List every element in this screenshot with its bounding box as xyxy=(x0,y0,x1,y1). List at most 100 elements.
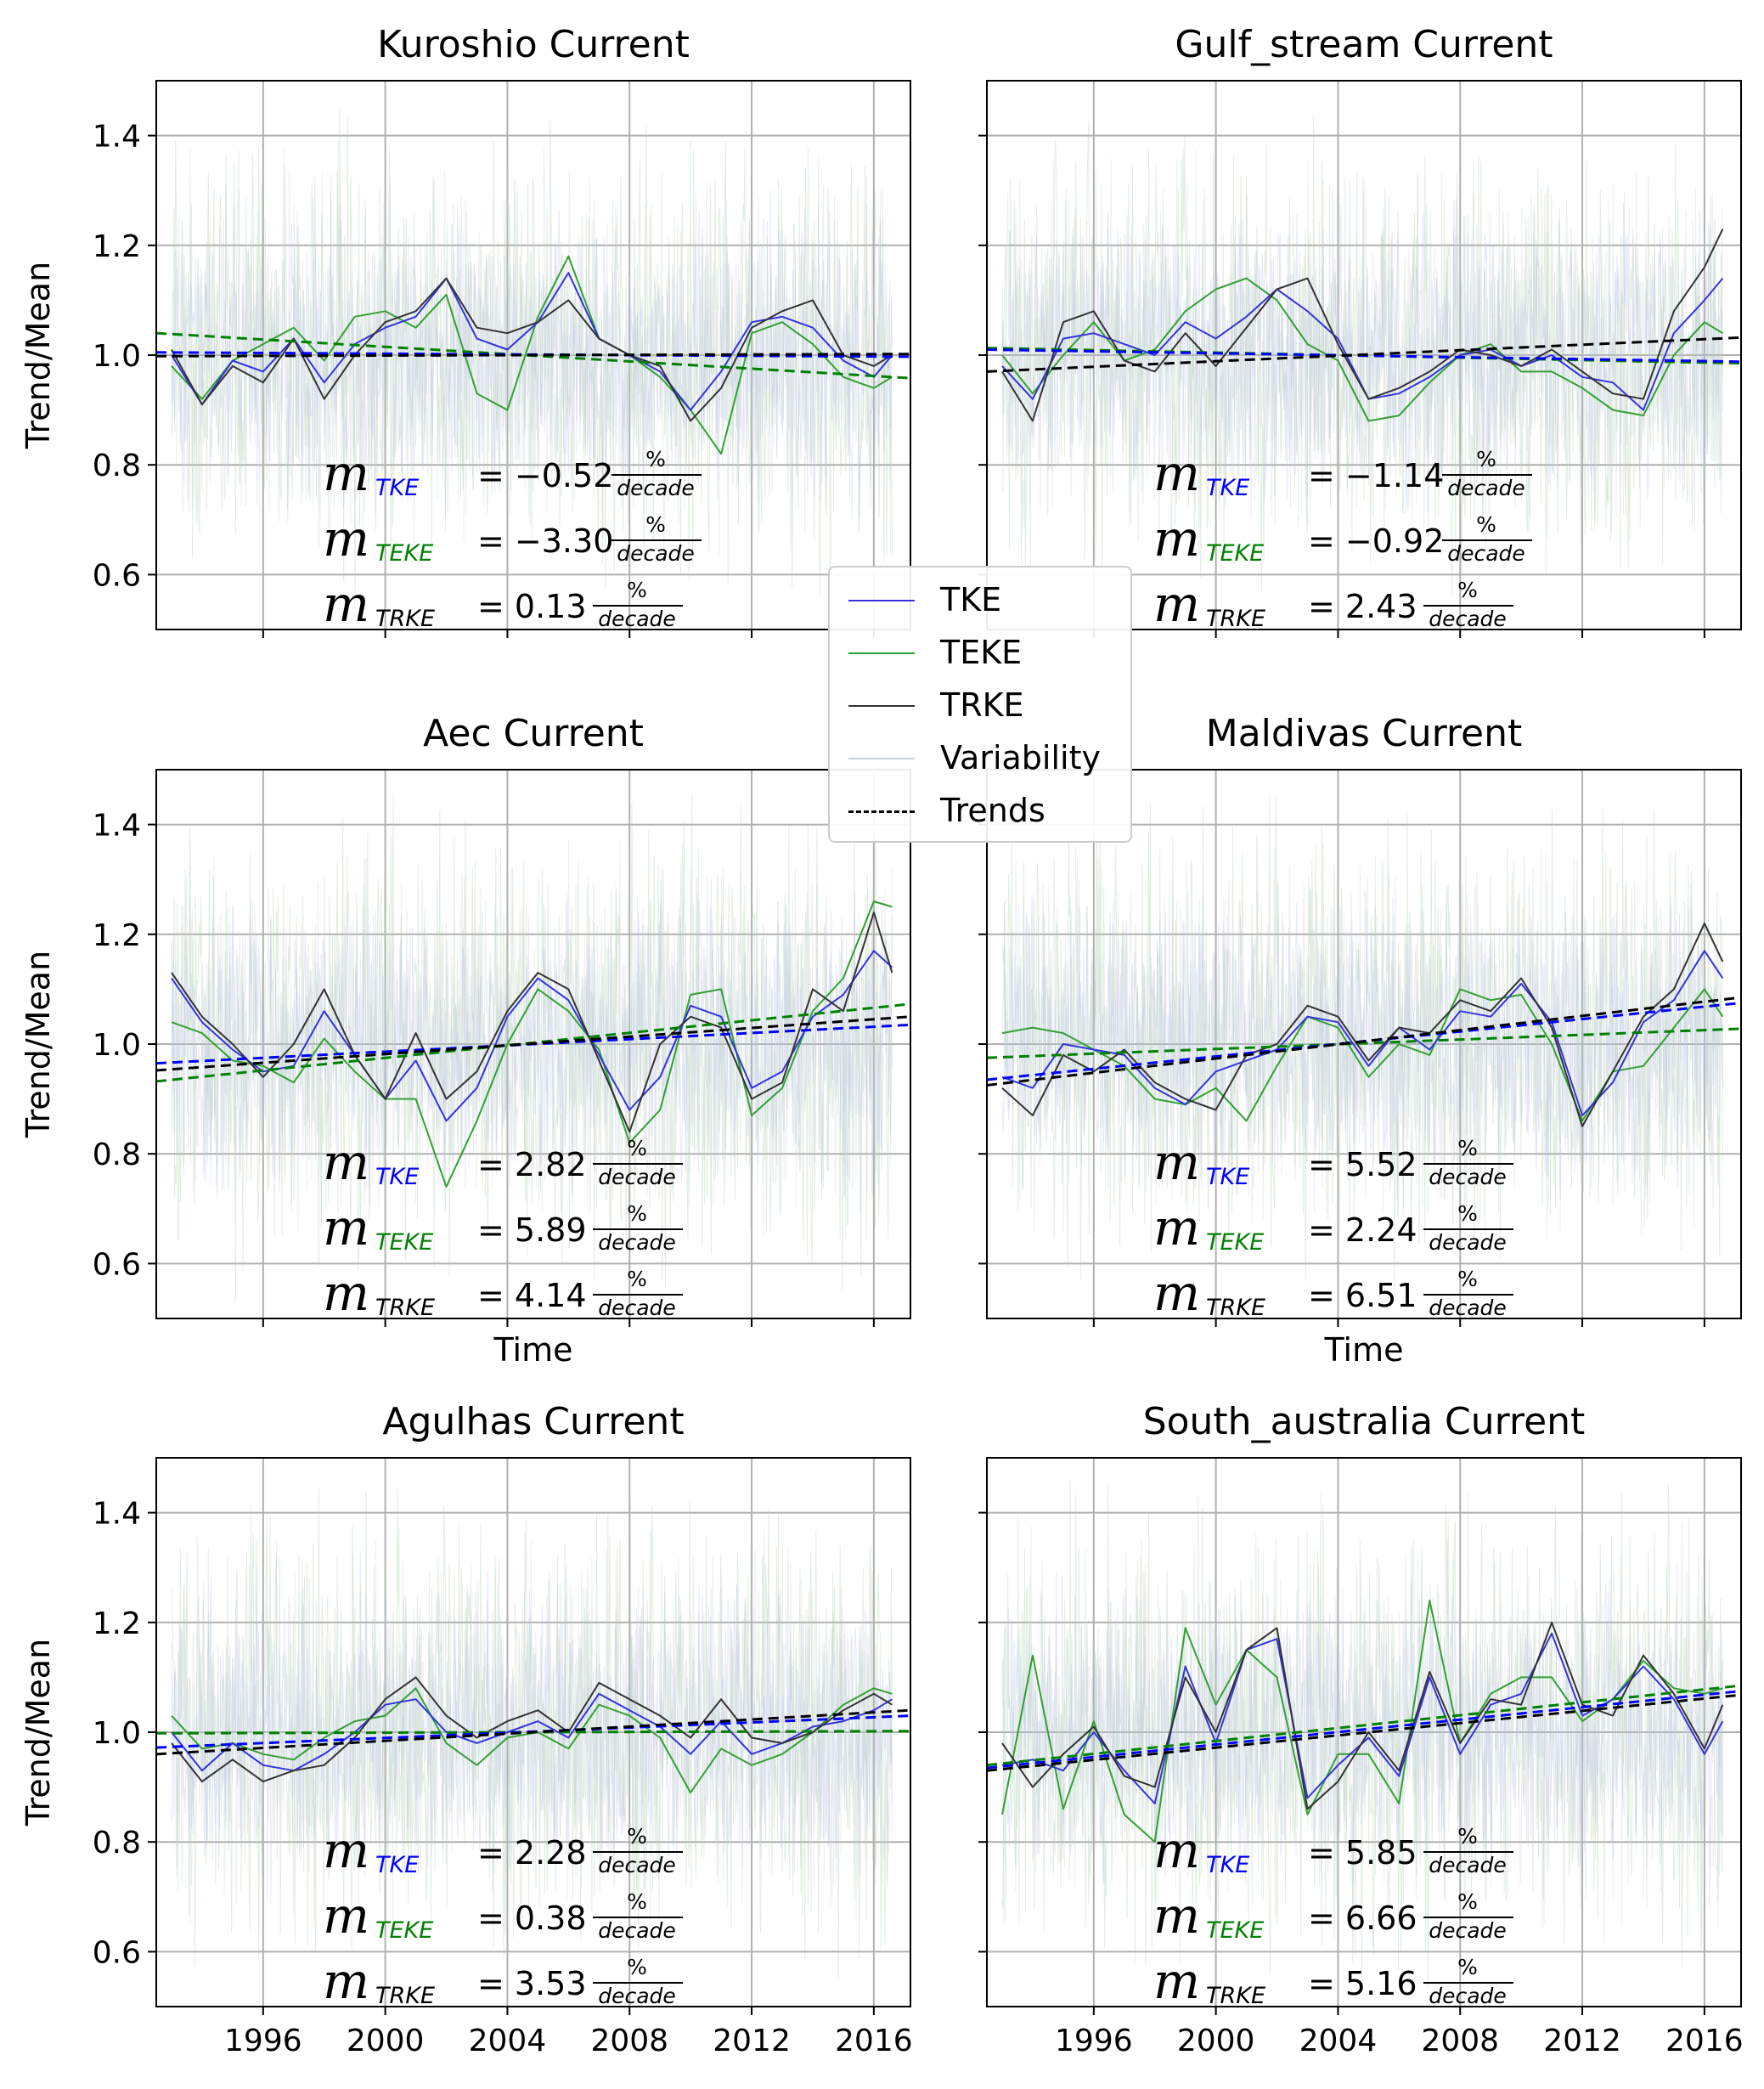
slope-symbol: m xyxy=(1153,444,1200,502)
slope-symbol: m xyxy=(323,1821,369,1879)
variability-teke xyxy=(1001,797,1723,1296)
slope-symbol: m xyxy=(1153,1821,1200,1879)
x-tick-label: 2016 xyxy=(835,2024,913,2058)
slope-symbol: m xyxy=(1153,1264,1200,1322)
panel-title: Agulhas Current xyxy=(382,1400,684,1443)
slope-value: = 2.24 xyxy=(1308,1211,1417,1249)
panel-5: 0.6 0.8 1.0 1.2 1.4 1996 2000 2004 2008 2012 2016 A… xyxy=(20,1400,913,2058)
trend-teke-line xyxy=(987,1027,1741,1059)
unit-denominator: decade xyxy=(1429,1296,1507,1320)
slope-value: = 5.16 xyxy=(1308,1965,1417,2002)
slope-annotation-trke: m TRKE = 6.51 % decade xyxy=(1153,1264,1513,1322)
x-tick-label: 2012 xyxy=(713,2024,791,2058)
variability-trke xyxy=(171,1525,893,1936)
x-tick-label: 2012 xyxy=(1543,2024,1621,2058)
slope-value: = 5.52 xyxy=(1308,1146,1417,1183)
trend-tke-line xyxy=(987,1690,1741,1770)
legend-entry-teke: TEKE xyxy=(830,629,1130,680)
slope-annotation-teke: m TEKE = −3.30 % decade xyxy=(323,510,702,567)
series-teke-line xyxy=(171,901,893,1188)
unit-denominator: decade xyxy=(1429,1984,1507,2008)
series-trke-line xyxy=(1001,228,1724,422)
unit-denominator: decade xyxy=(1447,476,1525,500)
slope-value: = 2.82 xyxy=(477,1146,587,1183)
unit-numerator: % xyxy=(1457,1889,1478,1914)
x-axis-label: Time xyxy=(1324,1331,1404,1369)
slope-annotation-tke: m TKE = 5.85 % decade xyxy=(1153,1821,1513,1879)
unit-denominator: decade xyxy=(1429,1165,1507,1189)
panel-title: South_australia Current xyxy=(1143,1400,1586,1443)
unit-denominator: decade xyxy=(1429,1918,1507,1943)
x-tick-label: 2008 xyxy=(590,2024,668,2058)
unit-numerator: % xyxy=(1457,1136,1478,1160)
trend-trke-line xyxy=(987,1693,1741,1772)
slope-annotation-tke: m TKE = 5.52 % decade xyxy=(1153,1133,1513,1191)
series-trke-line xyxy=(171,277,893,422)
slope-annotation-teke: m TEKE = 6.66 % decade xyxy=(1153,1887,1513,1945)
legend-entry-variability: Variability xyxy=(830,734,1130,785)
variability-trke xyxy=(1001,1522,1723,1937)
slope-symbol: m xyxy=(323,1133,369,1191)
y-tick-label: 1.2 xyxy=(93,229,141,264)
slope-value: = −3.30 xyxy=(477,522,613,560)
legend-entry-trends: Trends xyxy=(830,787,1130,838)
slope-symbol: m xyxy=(1153,1199,1200,1256)
slope-symbol: m xyxy=(1153,575,1200,633)
legend: TKE TEKE TRKE Variability Trends xyxy=(828,566,1132,843)
trend-trke-line xyxy=(987,336,1741,373)
slope-annotation-tke: m TKE = 2.28 % decade xyxy=(323,1821,683,1879)
legend-label-variability: Variability xyxy=(940,739,1101,776)
unit-numerator: % xyxy=(627,1136,647,1160)
unit-numerator: % xyxy=(1457,1201,1478,1226)
legend-swatch-trends xyxy=(848,810,915,813)
legend-entry-trke: TRKE xyxy=(830,681,1130,732)
unit-denominator: decade xyxy=(598,1984,676,2008)
trend-trke-line xyxy=(156,1708,910,1756)
slope-value: = 0.38 xyxy=(477,1900,587,1937)
x-tick-label: 2016 xyxy=(1665,2024,1744,2058)
x-tick-label: 2000 xyxy=(347,2024,425,2058)
y-axis-label: Trend/Mean xyxy=(20,951,57,1138)
unit-numerator: % xyxy=(627,1201,647,1226)
unit-numerator: % xyxy=(627,1955,647,1979)
y-tick-label: 0.8 xyxy=(93,1138,141,1172)
y-tick-label: 0.8 xyxy=(93,1826,141,1860)
x-tick-label: 2000 xyxy=(1177,2024,1255,2058)
x-tick-label: 2008 xyxy=(1421,2024,1499,2058)
unit-denominator: decade xyxy=(617,476,695,500)
slope-subscript: TEKE xyxy=(1206,1229,1264,1256)
variability-trke xyxy=(1001,150,1723,548)
y-tick-label: 1.2 xyxy=(93,1606,141,1641)
x-tick-label: 1996 xyxy=(224,2024,302,2058)
y-tick-label: 1.4 xyxy=(93,809,141,844)
legend-swatch-trke xyxy=(848,705,915,707)
slope-annotation-trke: m TRKE = 3.53 % decade xyxy=(323,1952,683,2010)
unit-numerator: % xyxy=(627,578,647,602)
slope-subscript: TKE xyxy=(1206,475,1249,501)
slope-value: = −1.14 xyxy=(1308,457,1444,494)
plot-area xyxy=(987,797,1741,1296)
slope-symbol: m xyxy=(1153,1887,1200,1945)
unit-numerator: % xyxy=(1457,1955,1478,1979)
panel-title: Gulf_stream Current xyxy=(1175,23,1553,66)
y-tick-label: 1.0 xyxy=(93,1716,141,1751)
panel-title: Maldivas Current xyxy=(1206,712,1522,755)
y-tick-label: 1.4 xyxy=(93,120,141,155)
unit-denominator: decade xyxy=(1429,1230,1507,1255)
variability-trke xyxy=(171,139,893,558)
unit-numerator: % xyxy=(1457,578,1478,602)
slope-symbol: m xyxy=(323,1264,369,1322)
slope-symbol: m xyxy=(323,1199,369,1256)
slope-value: = 6.51 xyxy=(1308,1277,1417,1314)
plot-area xyxy=(156,1488,910,1979)
slope-annotation-teke: m TEKE = 0.38 % decade xyxy=(323,1887,683,1945)
variability-tke xyxy=(1001,189,1723,514)
panel-1: 0.6 0.8 1.0 1.2 1.4 Kuroshio Current Trend/Mea… xyxy=(20,23,911,638)
slope-subscript: TKE xyxy=(375,475,419,501)
series-teke-line xyxy=(171,255,893,455)
unit-numerator: % xyxy=(1476,447,1496,471)
slope-annotation-tke: m TKE = 2.82 % decade xyxy=(323,1133,683,1191)
